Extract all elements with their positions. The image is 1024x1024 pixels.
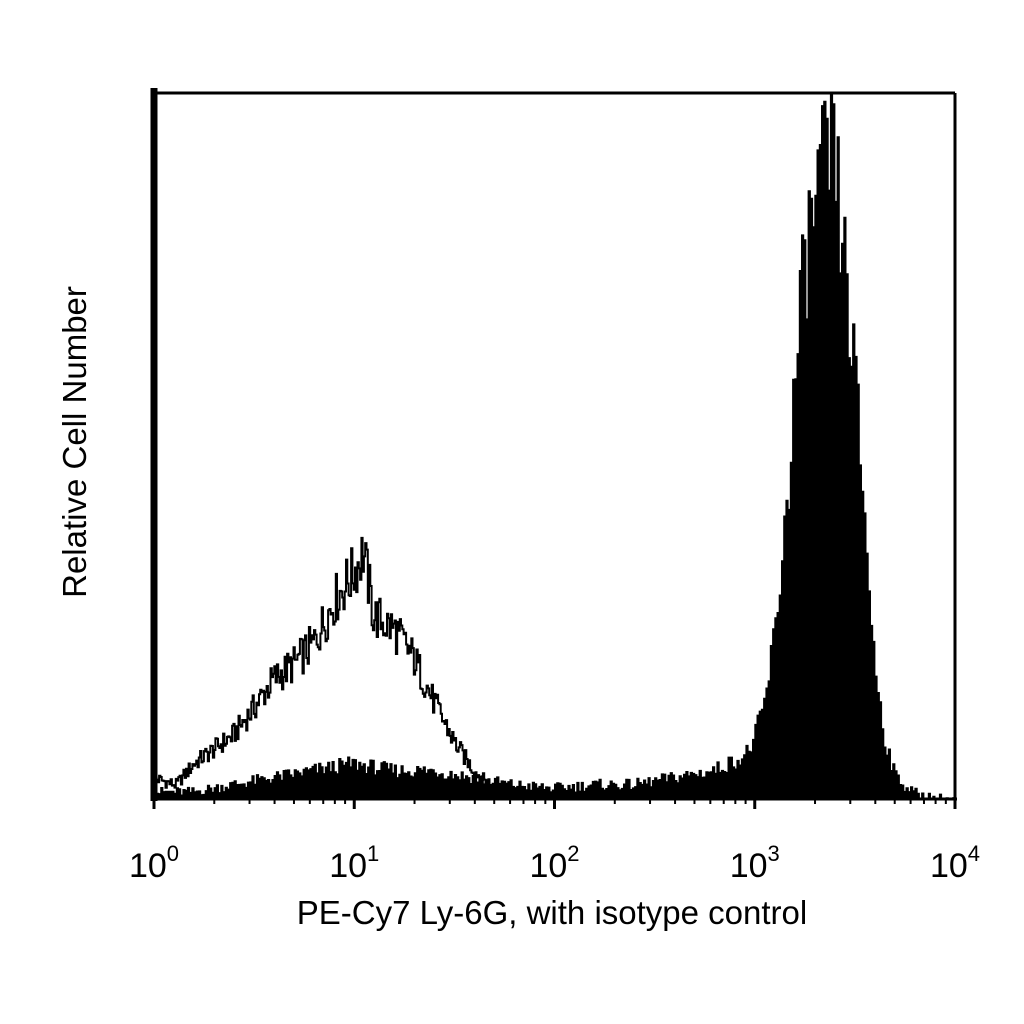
x-tick-layer: 100 101 102 103 104 [129, 799, 980, 885]
x-axis-title: PE-Cy7 Ly-6G, with isotype control [297, 894, 807, 931]
x-tick-label: 102 [529, 841, 579, 885]
x-tick-label: 103 [730, 841, 780, 885]
histogram-outline-series [153, 536, 615, 800]
series-layer [153, 92, 956, 800]
histogram-filled-series [153, 92, 956, 800]
x-tick-label: 104 [930, 841, 980, 885]
x-tick-label: 101 [329, 841, 379, 885]
x-tick-label: 100 [129, 841, 179, 885]
y-axis-title: Relative Cell Number [56, 286, 93, 598]
